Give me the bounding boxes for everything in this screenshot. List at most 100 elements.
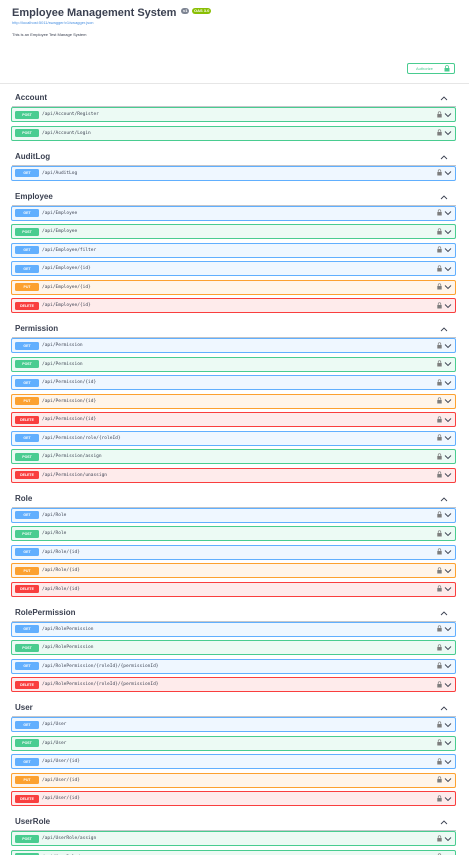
chevron[interactable] [444, 266, 452, 272]
operation-row[interactable]: POST/api/Account/Login [11, 125, 456, 141]
chevron[interactable] [444, 361, 452, 367]
chevron[interactable] [440, 154, 448, 160]
spec-url[interactable]: http://localhost:5011/swagger/v1/swagger… [12, 20, 94, 25]
chevron[interactable] [444, 454, 452, 460]
chevron[interactable] [444, 626, 452, 632]
operation-row[interactable]: POST/api/UserRole/assign [11, 831, 456, 846]
operation-row[interactable]: GET/api/AuditLog [11, 165, 456, 181]
operation-row[interactable]: GET/api/RolePermission/{roleId}/{permiss… [11, 658, 456, 674]
lock-icon[interactable] [437, 794, 442, 802]
chevron[interactable] [444, 682, 452, 688]
lock-icon[interactable] [437, 110, 442, 118]
chevron[interactable] [440, 705, 448, 711]
lock-icon[interactable] [437, 625, 442, 632]
chevron[interactable] [444, 435, 452, 441]
section-header[interactable]: AuditLog [12, 148, 456, 166]
operation-row[interactable]: GET/api/User/{id} [11, 754, 456, 769]
lock-icon[interactable] [437, 529, 442, 537]
operation-row[interactable]: PUT/api/Employee/{id} [11, 279, 456, 295]
chevron[interactable] [444, 472, 452, 478]
chevron[interactable] [444, 645, 452, 651]
chevron[interactable] [444, 740, 452, 746]
lock-icon[interactable] [437, 434, 442, 441]
chevron[interactable] [444, 836, 452, 842]
section-header[interactable]: Role [12, 490, 456, 508]
lock-icon[interactable] [437, 209, 442, 216]
authorize-button[interactable]: Authorize [407, 63, 455, 74]
lock-icon[interactable] [437, 360, 442, 367]
chevron[interactable] [444, 568, 452, 574]
operation-row[interactable]: DELETE/api/Permission/{id} [11, 412, 456, 427]
operation-row[interactable]: PUT/api/User/{id} [11, 772, 456, 788]
chevron[interactable] [440, 610, 448, 616]
lock-icon[interactable] [437, 264, 442, 272]
chevron[interactable] [444, 247, 452, 253]
lock-icon[interactable] [437, 246, 442, 253]
chevron[interactable] [440, 496, 448, 502]
lock-icon[interactable] [437, 720, 442, 728]
operation-row[interactable]: POST/api/Account/Register [11, 107, 456, 122]
lock-icon[interactable] [437, 757, 442, 765]
operation-row[interactable]: GET/api/Permission/{id} [11, 375, 456, 390]
operation-row[interactable]: GET/api/Employee [11, 205, 456, 221]
operation-row[interactable]: DELETE/api/RolePermission/{roleId}/{perm… [11, 677, 456, 692]
operation-row[interactable]: POST/api/Permission [11, 356, 456, 372]
operation-row[interactable]: DELETE/api/User/{id} [11, 791, 456, 806]
operation-row[interactable]: POST/api/Employee [11, 224, 456, 239]
chevron[interactable] [444, 210, 452, 216]
chevron[interactable] [440, 326, 448, 332]
lock-icon[interactable] [437, 680, 442, 688]
lock-icon[interactable] [437, 548, 442, 555]
lock-icon[interactable] [437, 471, 442, 478]
chevron[interactable] [444, 759, 452, 765]
operation-row[interactable]: GET/api/User [11, 717, 456, 732]
lock-icon[interactable] [437, 452, 442, 460]
operation-row[interactable]: DELETE/api/Permission/unassign [11, 467, 456, 483]
chevron[interactable] [444, 130, 452, 136]
operation-row[interactable]: GET/api/Permission [11, 338, 456, 353]
operation-row[interactable]: GET/api/Role/{id} [11, 544, 456, 560]
section-header[interactable]: Permission [12, 320, 456, 338]
lock-icon[interactable] [437, 643, 442, 651]
section-header[interactable]: Account [12, 89, 456, 107]
lock-icon[interactable] [437, 283, 442, 290]
lock-icon[interactable] [437, 739, 442, 746]
lock-icon[interactable] [437, 776, 442, 783]
chevron[interactable] [440, 819, 448, 825]
section-header[interactable]: User [12, 699, 456, 717]
chevron[interactable] [444, 380, 452, 386]
operation-row[interactable]: GET/api/Permission/role/{roleId} [11, 430, 456, 446]
lock-icon[interactable] [437, 301, 442, 309]
operation-row[interactable]: PUT/api/Permission/{id} [11, 393, 456, 409]
chevron[interactable] [444, 586, 452, 592]
operation-row[interactable]: POST/api/User [11, 735, 456, 751]
chevron[interactable] [444, 796, 452, 802]
operation-row[interactable]: GET/api/Employee/{id} [11, 261, 456, 276]
section-header[interactable]: RolePermission [12, 604, 456, 622]
operation-row[interactable]: DELETE/api/Role/{id} [11, 581, 456, 597]
lock-icon[interactable] [437, 511, 442, 518]
chevron[interactable] [444, 229, 452, 235]
section-header[interactable]: UserRole [12, 813, 456, 831]
operation-row[interactable]: PUT/api/Role/{id} [11, 563, 456, 578]
chevron[interactable] [444, 398, 452, 404]
chevron[interactable] [444, 722, 452, 728]
operation-row[interactable]: GET/api/RolePermission [11, 621, 456, 637]
chevron[interactable] [444, 170, 452, 176]
chevron[interactable] [444, 663, 452, 669]
lock-icon[interactable] [437, 341, 442, 349]
operation-row[interactable]: POST/api/Role [11, 526, 456, 541]
section-header[interactable]: Employee [12, 188, 456, 206]
operation-row[interactable]: POST/api/UserRole/remove [11, 849, 456, 855]
chevron[interactable] [440, 95, 448, 101]
lock-icon[interactable] [437, 397, 442, 404]
chevron[interactable] [444, 777, 452, 783]
lock-icon[interactable] [437, 834, 442, 842]
operation-row[interactable]: GET/api/Role [11, 507, 456, 523]
chevron[interactable] [444, 303, 452, 309]
chevron[interactable] [444, 549, 452, 555]
chevron[interactable] [444, 512, 452, 518]
chevron[interactable] [444, 112, 452, 118]
operation-row[interactable]: POST/api/Permission/assign [11, 449, 456, 464]
lock-icon[interactable] [437, 169, 442, 176]
